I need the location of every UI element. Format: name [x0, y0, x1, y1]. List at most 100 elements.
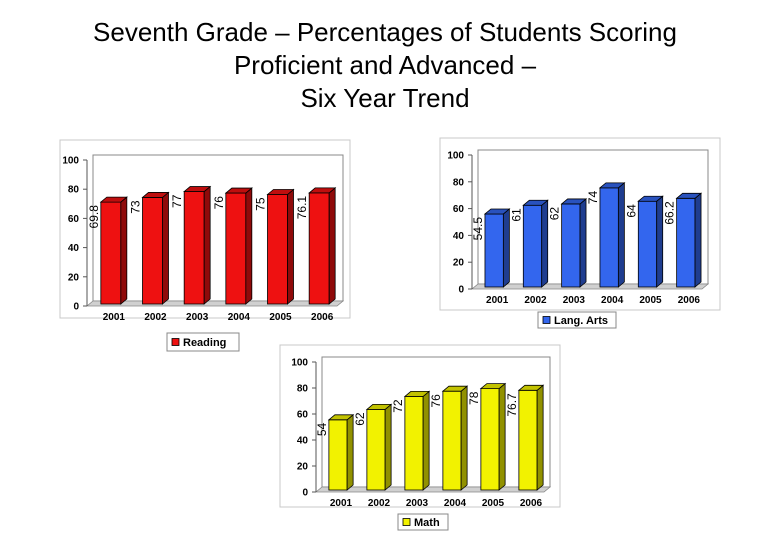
reading-data-label: 73 [129, 200, 143, 214]
lang-arts-x-tick-label: 2002 [524, 295, 547, 306]
math-x-tick-label: 2006 [520, 498, 543, 509]
lang-arts-bar-top [637, 195, 664, 202]
lang-arts-data-label: 74 [586, 191, 600, 205]
math-bar-top [403, 390, 431, 397]
reading-legend-swatch [171, 338, 180, 346]
title-line-3: Six Year Trend [300, 83, 470, 113]
reading-bar-top [308, 187, 337, 194]
reading-x-tick-label: 2006 [311, 312, 334, 323]
lang-arts-bar [522, 199, 549, 288]
lang-arts-legend-label: Lang. Arts [554, 315, 608, 327]
reading-data-label: 75 [254, 197, 268, 211]
math-bar [441, 385, 469, 491]
math-legend-label: Math [414, 517, 440, 529]
lang-arts-bar-top [675, 192, 703, 199]
reading-bar [141, 191, 170, 305]
reading-x-tick-label: 2004 [228, 312, 251, 323]
lang-arts-y-tick-label: 100 [447, 151, 464, 162]
math-data-label: 72 [391, 399, 405, 413]
lang-arts-x-tick-label: 2001 [486, 295, 509, 306]
reading-plot-area [92, 154, 344, 302]
math-bar-front [404, 395, 424, 491]
math-y-tick-label: 100 [291, 358, 308, 369]
lang-arts-data-label: 61 [509, 208, 523, 222]
math-bar-front [442, 390, 462, 491]
lang-arts-chart-frame [439, 137, 721, 311]
reading-bar [308, 187, 337, 305]
math-data-label: 76.7 [505, 393, 519, 417]
reading-chart-frame [59, 139, 351, 319]
lang-arts-bar [560, 198, 588, 288]
reading-bar [183, 185, 212, 305]
math-y-tick-label: 60 [297, 410, 309, 421]
math-x-tick-label: 2003 [406, 498, 429, 509]
lang-arts-bar [637, 195, 664, 288]
reading-data-label: 77 [170, 194, 184, 208]
lang-arts-y-tick-label: 80 [453, 177, 465, 188]
lang-arts-x-tick-label: 2004 [601, 295, 624, 306]
math-bar [365, 403, 393, 491]
math-bar-top [517, 384, 545, 391]
math-bar [517, 384, 545, 491]
lang-arts-legend: Lang. Arts [537, 311, 617, 329]
reading-y-tick-label: 80 [68, 185, 80, 196]
reading-y-tick-label: 100 [62, 156, 79, 167]
lang-arts-bar [675, 192, 703, 288]
reading-legend-label: Reading [183, 337, 226, 349]
lang-arts-bar-top [598, 182, 626, 189]
reading-bar [266, 188, 295, 305]
lang-arts-bar-top [483, 208, 511, 215]
math-bar [327, 413, 355, 491]
math-bar [403, 390, 431, 491]
math-plot-floor [314, 486, 552, 493]
math-data-label: 78 [467, 391, 481, 405]
math-chart-frame [279, 344, 561, 508]
math-data-label: 54 [315, 422, 329, 436]
math-bar-front [366, 408, 386, 491]
lang-arts-y-tick-label: 20 [453, 258, 465, 269]
reading-x-tick-label: 2005 [269, 312, 292, 323]
lang-arts-y-tick-label: 0 [458, 285, 464, 296]
math-bar-top [327, 414, 355, 421]
title-line-1: Seventh Grade – Percentages of Students … [93, 17, 677, 47]
lang-arts-bar-top [560, 198, 588, 205]
reading-bar-top [141, 192, 170, 198]
math-x-tick-label: 2004 [444, 498, 467, 509]
math-x-tick-label: 2005 [482, 498, 505, 509]
lang-arts-legend-swatch [542, 316, 551, 324]
math-legend: Math [397, 513, 449, 531]
lang-arts-bar [483, 208, 511, 288]
math-legend-box [397, 513, 449, 531]
math-y-tick-label: 40 [297, 436, 309, 447]
math-y-tick-label: 20 [297, 462, 309, 473]
math-bar-top [479, 383, 507, 390]
lang-arts-x-tick-label: 2003 [563, 295, 586, 306]
reading-bar-top [266, 189, 295, 195]
lang-arts-data-label: 54.5 [471, 217, 485, 241]
math-bar-top [441, 385, 469, 392]
reading-data-label: 76.1 [295, 196, 309, 220]
lang-arts-data-label: 62 [548, 207, 562, 221]
math-plot-area [321, 356, 551, 488]
math-y-tick-label: 0 [302, 488, 308, 499]
lang-arts-y-tick-label: 60 [453, 204, 465, 215]
math-data-label: 62 [353, 412, 367, 426]
reading-bar [224, 187, 253, 305]
math-x-tick-label: 2001 [330, 498, 353, 509]
lang-arts-data-label: 66.2 [663, 201, 677, 225]
reading-y-tick-label: 20 [68, 272, 80, 283]
math-legend-swatch [402, 518, 411, 526]
title-line-2: Proficient and Advanced – [233, 50, 537, 80]
math-bar-side [536, 384, 544, 491]
reading-y-tick-label: 40 [68, 243, 80, 254]
reading-bar-top [99, 196, 128, 203]
lang-arts-bar [598, 181, 626, 288]
reading-y-tick-label: 0 [73, 302, 79, 313]
lang-arts-x-tick-label: 2006 [678, 295, 701, 306]
math-bar-front [480, 388, 500, 491]
math-y-tick-label: 80 [297, 384, 309, 395]
math-bar-side [384, 403, 392, 491]
reading-x-tick-label: 2003 [186, 312, 209, 323]
